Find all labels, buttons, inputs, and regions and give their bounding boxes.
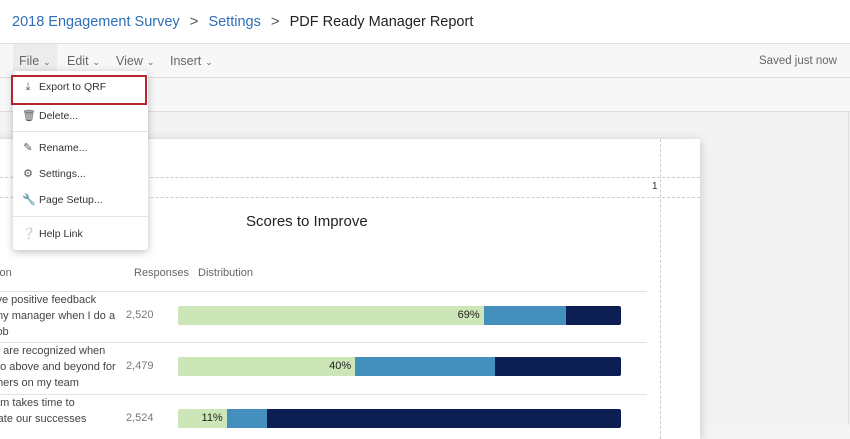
breadcrumb-survey-link[interactable]: 2018 Engagement Survey — [12, 13, 180, 30]
page-title: PDF Ready Manager Report — [289, 13, 474, 30]
question-text: am takes time to rate our successes — [0, 395, 86, 427]
wrench-icon: 🔧 — [22, 194, 36, 206]
bar-segment-unfavorable — [495, 357, 621, 376]
question-line: mers on my team — [0, 377, 79, 389]
menu-item-page-setup[interactable]: 🔧 Page Setup... — [13, 188, 148, 212]
question-line: e are recognized when — [0, 345, 106, 357]
menu-item-help-link[interactable]: ❔ Help Link — [13, 222, 148, 246]
help-icon: ❔ — [22, 228, 36, 240]
page-number: 1 — [652, 181, 658, 192]
menu-item-label: Export to QRF — [39, 81, 107, 93]
chevron-down-icon: ⌄ — [43, 57, 51, 67]
distribution-bar: 11% — [178, 409, 621, 428]
question-line: my manager when I do a — [0, 310, 116, 322]
breadcrumb-separator: > — [270, 13, 280, 30]
column-header-responses: Responses — [134, 267, 190, 279]
chart-title: Scores to Improve — [246, 213, 368, 230]
pencil-icon: ✎ — [23, 142, 33, 154]
menu-edit[interactable]: Edit ⌄ — [61, 44, 106, 78]
header-guide — [0, 177, 700, 178]
gear-icon: ⚙ — [23, 168, 33, 180]
margin-guide — [660, 139, 661, 439]
file-menu-dropdown: ⤓ Export to QRF 🗑 Delete... ✎ Rename... ⚙ Se… — [11, 71, 148, 250]
breadcrumb-separator: > — [189, 13, 199, 30]
menu-insert[interactable]: Insert ⌄ — [164, 44, 219, 78]
distribution-bar: 69% — [178, 306, 621, 325]
bar-segment-neutral — [355, 357, 496, 376]
chevron-down-icon: ⌄ — [92, 57, 101, 67]
column-header-question: tion — [0, 267, 12, 279]
bar-segment-unfavorable — [266, 409, 621, 428]
menu-item-label: Page Setup... — [39, 194, 103, 206]
breadcrumb: 2018 Engagement Survey > Settings > PDF … — [0, 0, 850, 44]
bar-segment-favorable: 69% — [178, 306, 484, 325]
menu-label: File — [19, 54, 40, 68]
menu-label: View — [116, 54, 143, 68]
question-line: job — [0, 326, 9, 338]
chevron-down-icon: ⌄ — [146, 57, 155, 67]
download-icon: ⤓ — [25, 81, 31, 93]
header-guide — [0, 197, 700, 198]
table-row: e are recognized when go above and beyond… — [0, 342, 647, 394]
response-count: 2,524 — [126, 412, 154, 424]
menu-view[interactable]: View ⌄ — [110, 44, 160, 78]
bar-segment-favorable: 11% — [178, 409, 227, 428]
bar-segment-neutral — [483, 306, 566, 325]
menu-item-delete[interactable]: 🗑 Delete... — [13, 104, 148, 128]
menu-label: Edit — [67, 54, 89, 68]
menu-item-label: Settings... — [39, 168, 86, 180]
response-count: 2,479 — [126, 360, 154, 372]
menu-item-label: Rename... — [39, 142, 88, 154]
bar-segment-unfavorable — [565, 306, 621, 325]
question-line: rate our successes — [0, 413, 87, 425]
breadcrumb-settings-link[interactable]: Settings — [208, 13, 261, 30]
menu-item-export-qrf[interactable]: ⤓ Export to QRF — [11, 75, 147, 105]
question-line: go above and beyond for — [0, 361, 116, 373]
table-row: am takes time to rate our successes 2,524 1… — [0, 394, 647, 439]
bar-segment-neutral — [226, 409, 267, 428]
bar-segment-favorable: 40% — [178, 357, 356, 376]
question-line: am takes time to — [0, 397, 75, 409]
chevron-down-icon: ⌄ — [205, 57, 213, 67]
distribution-bar: 40% — [178, 357, 621, 376]
question-text: ive positive feedback my manager when I d… — [0, 292, 115, 340]
menu-item-rename[interactable]: ✎ Rename... — [13, 136, 148, 160]
question-line: ive positive feedback — [0, 294, 97, 306]
menu-divider — [13, 131, 148, 132]
question-text: e are recognized when go above and beyond… — [0, 343, 116, 391]
save-status: Saved just now — [759, 55, 837, 67]
response-count: 2,520 — [126, 309, 154, 321]
menu-item-label: Delete... — [39, 110, 79, 122]
column-header-distribution: Distribution — [198, 267, 254, 279]
menu-label: Insert — [170, 54, 202, 68]
menu-divider — [13, 216, 148, 217]
trash-icon: 🗑 — [22, 110, 36, 122]
table-row: ive positive feedback my manager when I d… — [0, 291, 647, 343]
menu-item-label: Help Link — [39, 228, 83, 240]
menu-item-settings[interactable]: ⚙ Settings... — [13, 162, 148, 186]
